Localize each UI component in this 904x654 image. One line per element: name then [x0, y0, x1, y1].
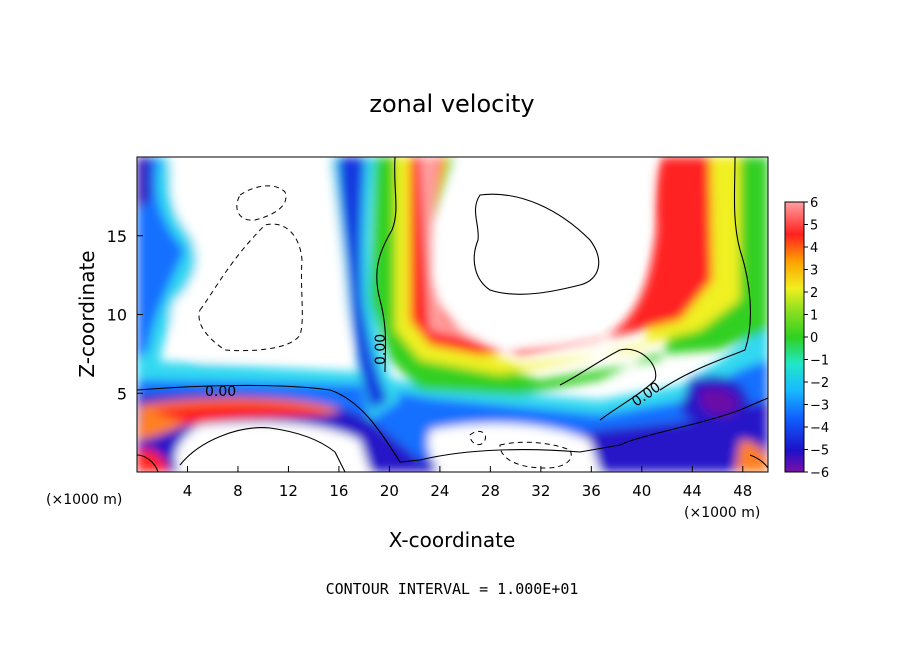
colorbar-labels: 6 5 4 3 2 1 0 −1 −2 −3 −4 −5 −6 [804, 196, 829, 481]
x-tick-label: 16 [329, 482, 348, 500]
colorbar-tick-label: −5 [810, 444, 829, 459]
x-tick-label: 40 [632, 482, 651, 500]
dashed-contours [198, 185, 572, 469]
x-axis-label: X-coordinate [389, 528, 516, 552]
x-tick-label: 36 [582, 482, 601, 500]
x-tick-label: 32 [531, 482, 550, 500]
x-tick-label: 20 [380, 482, 399, 500]
colorbar-tick-label: 1 [810, 309, 818, 324]
x-axis-ticks: 4 8 12 16 20 24 28 32 36 40 44 48 [183, 466, 752, 500]
y-tick-label: 15 [107, 227, 127, 246]
x-tick-label: 8 [233, 482, 243, 500]
contour-interval-footer: CONTOUR INTERVAL = 1.000E+01 [326, 580, 579, 598]
y-axis-label: Z-coordinate [75, 250, 99, 377]
colorbar-tick-label: −3 [810, 399, 829, 414]
x-tick-label: 4 [183, 482, 193, 500]
y-tick-label: 5 [117, 384, 127, 403]
colorbar-tick-label: −2 [810, 376, 829, 391]
x-tick-label: 12 [279, 482, 298, 500]
contour-label: 0.00 [373, 334, 389, 365]
heatmap-field [137, 157, 768, 472]
x-unit-label-left: (×1000 m) [46, 492, 122, 508]
contour-lines [137, 157, 768, 472]
x-unit-label-right: (×1000 m) [684, 505, 760, 521]
colorbar-tick-label: 2 [810, 286, 818, 301]
x-tick-label: 28 [481, 482, 500, 500]
chart-title: zonal velocity [369, 90, 534, 118]
x-tick-label: 44 [683, 482, 702, 500]
colorbar-tick-label: −6 [810, 466, 829, 481]
y-axis-ticks: 5 10 15 [107, 227, 143, 403]
x-tick-label: 24 [430, 482, 449, 500]
colorbar [784, 201, 805, 473]
colorbar-tick-label: −4 [810, 421, 829, 436]
colorbar-tick-label: 0 [810, 331, 818, 346]
colorbar-tick-label: 4 [810, 241, 818, 256]
colorbar-tick-label: −1 [810, 354, 829, 369]
contour-label: 0.00 [205, 384, 236, 400]
colorbar-tick-label: 6 [810, 196, 818, 211]
colorbar-tick-label: 3 [810, 264, 818, 279]
x-tick-label: 48 [733, 482, 752, 500]
y-tick-label: 10 [107, 306, 127, 325]
colorbar-tick-label: 5 [810, 219, 818, 234]
